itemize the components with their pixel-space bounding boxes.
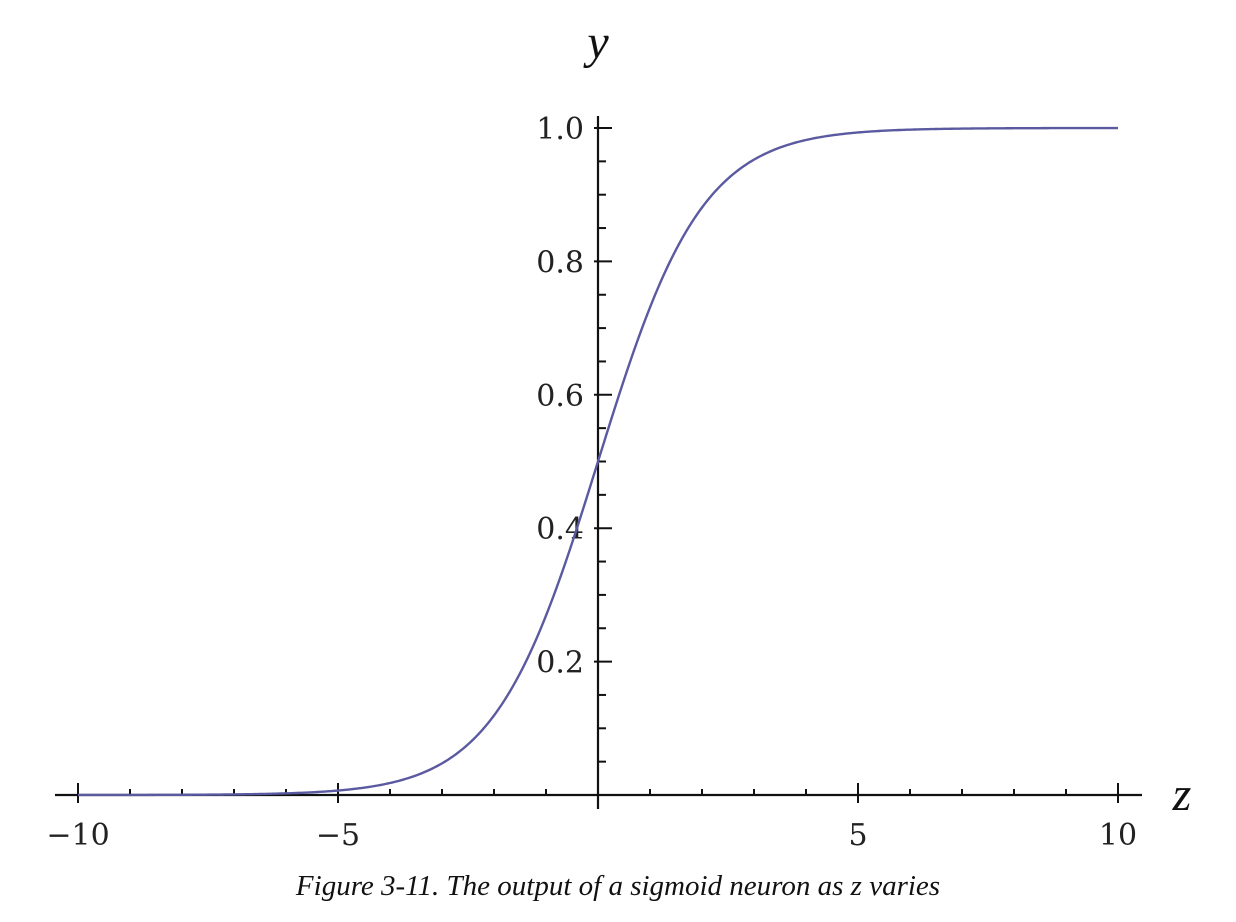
figure-caption: Figure 3-11. The output of a sigmoid neu… — [295, 870, 941, 902]
x-axis-title: z — [1172, 768, 1192, 821]
sigmoid-curve — [78, 126, 1118, 797]
x-tick-label: 5 — [848, 818, 867, 853]
sigmoid-chart: −10 −5 5 100.20.40.60.81.0 y z — [46, 16, 1192, 853]
tick-labels: −10 −5 5 100.20.40.60.81.0 — [46, 112, 1137, 853]
y-tick-label: 1.0 — [536, 112, 584, 147]
y-axis-title: y — [582, 16, 609, 69]
x-tick-label: −5 — [316, 818, 360, 853]
x-tick-label: 10 — [1099, 818, 1137, 853]
y-tick-label: 0.2 — [536, 646, 584, 681]
y-tick-label: 0.6 — [536, 379, 584, 414]
x-tick-label: −10 — [46, 818, 109, 853]
y-tick-label: 0.8 — [536, 245, 584, 280]
